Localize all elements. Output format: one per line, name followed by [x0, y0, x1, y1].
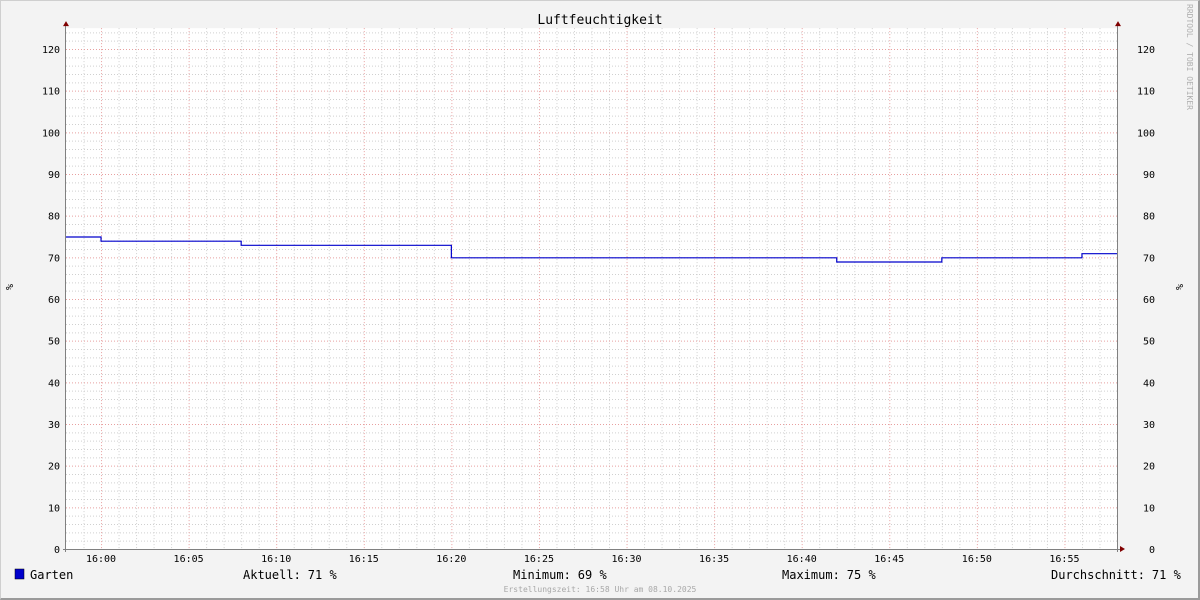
footer-timestamp: Erstellungszeit: 16:58 Uhr am 08.10.2025: [504, 585, 697, 594]
y-tick-label-right: 0: [1149, 545, 1155, 556]
grid: [63, 21, 1125, 552]
x-tick-label: 16:40: [787, 554, 817, 565]
tick-labels: 16:00 16:05 16:10 16:15 16:20 16:25 16:30 16:35…: [42, 45, 1155, 565]
y-tick-label-right: 50: [1143, 337, 1155, 348]
x-tick-label: 16:55: [1049, 554, 1079, 565]
legend-minimum: Minimum: 69 %: [513, 568, 607, 582]
y-tick-label-right: 60: [1143, 295, 1155, 306]
y-tick-label-left: 20: [48, 462, 60, 473]
y-tick-label-right: 80: [1143, 212, 1155, 223]
x-tick-label: 16:50: [962, 554, 992, 565]
x-tick-label: 16:10: [261, 554, 291, 565]
legend-aktuell: Aktuell: 71 %: [243, 568, 337, 582]
y-tick-label-left: 30: [48, 420, 60, 431]
y-tick-label-left: 50: [48, 337, 60, 348]
y-tick-label-right: 110: [1137, 87, 1155, 98]
y-tick-label-right: 70: [1143, 253, 1155, 264]
x-tick-label: 16:30: [611, 554, 641, 565]
y-tick-label-right: 100: [1137, 128, 1155, 139]
y-tick-label-left: 100: [42, 128, 60, 139]
y-tick-label-left: 120: [42, 45, 60, 56]
x-tick-label: 16:35: [699, 554, 729, 565]
x-tick-label: 16:20: [436, 554, 466, 565]
y-tick-label-left: 40: [48, 378, 60, 389]
y-tick-label-left: 90: [48, 170, 60, 181]
y-tick-label-left: 10: [48, 503, 60, 514]
legend: Garten Aktuell: 71 % Minimum: 69 % Maximum…: [14, 568, 1182, 594]
y-tick-label-left: 110: [42, 87, 60, 98]
y-tick-label-right: 40: [1143, 378, 1155, 389]
legend-swatch-garten: [14, 568, 25, 580]
y-tick-label-left: 0: [54, 545, 60, 556]
watermark: RRDTOOL / TOBI OETIKER: [1185, 4, 1194, 110]
series-line-garten: [66, 236, 1117, 263]
chart-title: Luftfeuchtigkeit: [537, 13, 662, 28]
y-tick-label-right: 120: [1137, 45, 1155, 56]
series-layer: [66, 236, 1117, 263]
y-tick-label-right: 10: [1143, 503, 1155, 514]
y-tick-label-right: 20: [1143, 462, 1155, 473]
x-tick-label: 16:15: [349, 554, 379, 565]
legend-durchschnitt: Durchschnitt: 71 %: [1051, 568, 1182, 582]
x-tick-label: 16:45: [874, 554, 904, 565]
x-tick-label: 16:25: [524, 554, 554, 565]
y-axis-arrow-right: [1115, 21, 1121, 27]
y-tick-label-right: 90: [1143, 170, 1155, 181]
y-tick-label-left: 80: [48, 212, 60, 223]
y-axis-label-right: %: [1175, 284, 1186, 290]
y-tick-label-left: 60: [48, 295, 60, 306]
y-tick-label-left: 70: [48, 253, 60, 264]
y-axis-label-left: %: [5, 284, 16, 290]
plot-area: [66, 28, 1117, 549]
x-tick-label: 16:05: [174, 554, 204, 565]
x-tick-label: 16:00: [86, 554, 116, 565]
x-axis-arrow: [1120, 546, 1125, 552]
legend-series-name: Garten: [30, 568, 73, 582]
legend-maximum: Maximum: 75 %: [782, 568, 876, 582]
y-tick-label-right: 30: [1143, 420, 1155, 431]
y-axis-arrow-left: [63, 21, 69, 27]
